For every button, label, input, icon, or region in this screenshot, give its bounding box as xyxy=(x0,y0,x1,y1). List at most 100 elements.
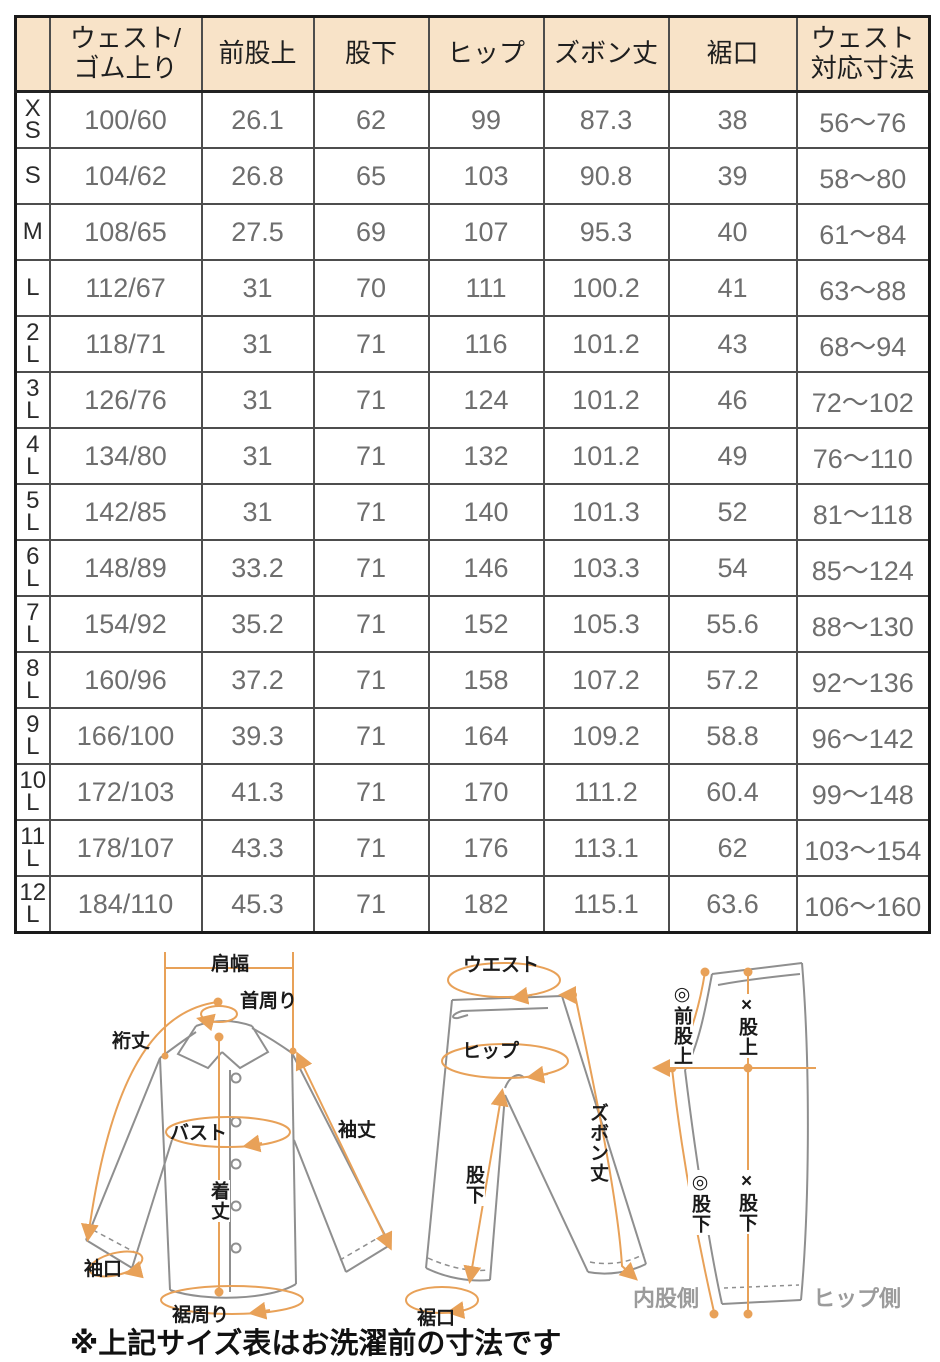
label-bust: バスト xyxy=(170,1123,228,1144)
value-cell: 57.2 xyxy=(667,651,798,709)
label-inner-side: 内股側 xyxy=(633,1286,700,1311)
pre-wash-note: ※上記サイズ表はお洗濯前の寸法です xyxy=(70,1328,562,1360)
measurement-diagrams: 肩幅 首周り 裄丈 バスト 袖丈 着丈 袖口 裾周り ウエスト ヒップ ズボン丈… xyxy=(0,940,940,1360)
value-cell: 103.3 xyxy=(542,539,670,597)
value-cell: 107 xyxy=(427,203,545,261)
label-waist: ウエスト xyxy=(463,955,540,976)
value-cell: 118/71 xyxy=(48,315,203,373)
value-cell: 166/100 xyxy=(48,707,203,765)
value-cell: 88〜130 xyxy=(795,595,931,653)
value-cell: 39.3 xyxy=(200,707,315,765)
value-cell: 71 xyxy=(312,595,430,653)
value-cell: 27.5 xyxy=(200,203,315,261)
value-cell: 54 xyxy=(667,539,798,597)
value-cell: 31 xyxy=(200,371,315,429)
pants-front-measure-dots xyxy=(569,991,577,999)
value-cell: 63〜88 xyxy=(795,259,931,317)
label-body-length: 着丈 xyxy=(207,1180,230,1222)
value-cell: 87.3 xyxy=(542,90,670,149)
table-row-4L: 4 L 134/80 31 71 132 101.2 49 76〜110 xyxy=(14,427,931,485)
value-cell: 160/96 xyxy=(48,651,203,709)
value-cell: 92〜136 xyxy=(795,651,931,709)
table-row-5L: 5 L 142/85 31 71 140 101.3 52 81〜118 xyxy=(14,483,931,541)
value-cell: 26.1 xyxy=(200,90,315,149)
header-line: 対応寸法 xyxy=(810,53,915,83)
value-cell: 90.8 xyxy=(542,147,670,205)
table-row-2L: 2 L 118/71 31 71 116 101.2 43 68〜94 xyxy=(14,315,931,373)
label-neck-around: 首周り xyxy=(240,991,298,1012)
column-header-waist-elastic: ウェスト/ ゴム上り xyxy=(48,15,203,93)
value-cell: 148/89 xyxy=(48,539,203,597)
value-cell: 39 xyxy=(667,147,798,205)
pants-front-measure-lines xyxy=(405,962,638,1319)
column-header-hip: ヒップ xyxy=(427,15,545,93)
value-cell: 31 xyxy=(200,259,315,317)
value-cell: 55.6 xyxy=(667,595,798,653)
value-cell: 111.2 xyxy=(542,763,670,821)
value-cell: 182 xyxy=(427,875,545,934)
value-cell: 76〜110 xyxy=(795,427,931,485)
value-cell: 96〜142 xyxy=(795,707,931,765)
value-cell: 33.2 xyxy=(200,539,315,597)
table-row-3L: 3 L 126/76 31 71 124 101.2 46 72〜102 xyxy=(14,371,931,429)
value-cell: 31 xyxy=(200,315,315,373)
label-inseam-side-b: ×股下 xyxy=(735,1170,758,1234)
value-cell: 26.8 xyxy=(200,147,315,205)
table-row-11L: 11 L 178/107 43.3 71 176 113.1 62 103〜154 xyxy=(14,819,931,877)
value-cell: 108/65 xyxy=(48,203,203,261)
value-cell: 85〜124 xyxy=(795,539,931,597)
value-cell: 58.8 xyxy=(667,707,798,765)
value-cell: 56〜76 xyxy=(795,90,931,149)
value-cell: 45.3 xyxy=(200,875,315,934)
value-cell: 63.6 xyxy=(667,875,798,934)
value-cell: 58〜80 xyxy=(795,147,931,205)
label-yuki-length: 裄丈 xyxy=(112,1031,151,1052)
value-cell: 31 xyxy=(200,483,315,541)
column-header-hem-opening: 裾口 xyxy=(667,15,798,93)
table-row-6L: 6 L 148/89 33.2 71 146 103.3 54 85〜124 xyxy=(14,539,931,597)
size-cell: 10 L xyxy=(14,763,51,821)
value-cell: 100.2 xyxy=(542,259,670,317)
label-hem-around: 裾周り xyxy=(172,1305,230,1326)
value-cell: 140 xyxy=(427,483,545,541)
value-cell: 142/85 xyxy=(48,483,203,541)
table-row-S: S 104/62 26.8 65 103 90.8 39 58〜80 xyxy=(14,147,931,205)
value-cell: 71 xyxy=(312,483,430,541)
label-hip-side: ヒップ側 xyxy=(813,1286,902,1311)
value-cell: 101.2 xyxy=(542,371,670,429)
value-cell: 126/76 xyxy=(48,371,203,429)
value-cell: 35.2 xyxy=(200,595,315,653)
value-cell: 43.3 xyxy=(200,819,315,877)
value-cell: 68〜94 xyxy=(795,315,931,373)
value-cell: 31 xyxy=(200,427,315,485)
value-cell: 176 xyxy=(427,819,545,877)
value-cell: 158 xyxy=(427,651,545,709)
value-cell: 103 xyxy=(427,147,545,205)
value-cell: 112/67 xyxy=(48,259,203,317)
value-cell: 103〜154 xyxy=(795,819,931,877)
size-cell: S xyxy=(14,147,51,205)
value-cell: 104/62 xyxy=(48,147,203,205)
size-cell: L xyxy=(14,259,51,317)
value-cell: 61〜84 xyxy=(795,203,931,261)
table-row-9L: 9 L 166/100 39.3 71 164 109.2 58.8 96〜142 xyxy=(14,707,931,765)
value-cell: 71 xyxy=(312,875,430,934)
value-cell: 70 xyxy=(312,259,430,317)
value-cell: 164 xyxy=(427,707,545,765)
size-table: ウェスト/ ゴム上り 前股上 股下 ヒップ ズボン丈 裾口 ウェスト 対応寸法 xyxy=(14,15,931,934)
column-header-pants-length: ズボン丈 xyxy=(542,15,670,93)
value-cell: 41.3 xyxy=(200,763,315,821)
value-cell: 134/80 xyxy=(48,427,203,485)
header-line: ゴム上り xyxy=(73,53,178,83)
column-header-inseam: 股下 xyxy=(312,15,430,93)
header-row: ウェスト/ ゴム上り 前股上 股下 ヒップ ズボン丈 裾口 ウェスト 対応寸法 xyxy=(14,15,931,93)
label-rise: ×股上 xyxy=(735,994,758,1058)
value-cell: 71 xyxy=(312,315,430,373)
value-cell: 109.2 xyxy=(542,707,670,765)
